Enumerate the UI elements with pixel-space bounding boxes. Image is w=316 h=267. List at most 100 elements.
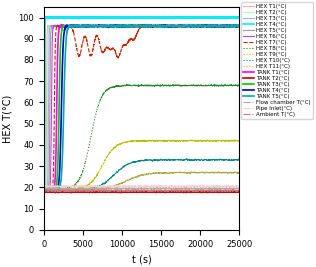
HEX T1(°C)	[196, 24, 200, 28]
Line: HEX T2(°C): HEX T2(°C)	[44, 25, 240, 191]
HEX T2(°C)	[232, 24, 236, 28]
HEX T1(°C)	[132, 25, 136, 28]
Flow chamber T(°C)	[94, 186, 98, 189]
HEX T1(°C)	[232, 24, 236, 28]
HEX T8(°C)	[52, 188, 56, 191]
HEX T10(°C)	[185, 157, 189, 160]
Flow chamber T(°C)	[52, 186, 56, 189]
TANK T3(°C)	[196, 24, 200, 28]
TANK T5(°C)	[196, 24, 200, 27]
Pipe Inlet(°C)	[232, 185, 236, 188]
TANK T1(°C)	[139, 23, 143, 26]
TANK T4(°C)	[232, 24, 236, 28]
TANK T2(°C)	[232, 190, 236, 193]
Line: Ambient T(°C): Ambient T(°C)	[44, 190, 240, 192]
HEX T9(°C)	[237, 138, 241, 141]
TANK T4(°C)	[238, 24, 241, 27]
Pipe Inlet(°C)	[137, 185, 141, 188]
HEX T3(°C)	[42, 188, 46, 191]
HEX T9(°C)	[196, 139, 200, 142]
TANK T3(°C)	[132, 24, 136, 28]
HEX T1(°C)	[52, 24, 56, 27]
HEX T10(°C)	[52, 188, 56, 191]
TANK T2(°C)	[119, 191, 123, 194]
HEX T5(°C)	[42, 188, 46, 191]
HEX T11(°C)	[42, 188, 46, 191]
HEX T2(°C)	[151, 23, 155, 26]
HEX T4(°C)	[137, 16, 141, 19]
HEX T1(°C)	[137, 24, 141, 27]
HEX T4(°C)	[42, 188, 46, 191]
TANK T1(°C)	[42, 188, 46, 191]
Flow chamber T(°C)	[114, 188, 118, 191]
HEX T5(°C)	[137, 24, 141, 28]
TANK T2(°C)	[137, 189, 141, 193]
TANK T5(°C)	[232, 24, 236, 27]
Ambient T(°C)	[238, 189, 241, 192]
HEX T2(°C)	[238, 25, 241, 28]
HEX T6(°C)	[187, 23, 191, 26]
HEX T3(°C)	[137, 25, 141, 28]
Line: HEX T5(°C): HEX T5(°C)	[44, 25, 240, 190]
HEX T10(°C)	[196, 158, 200, 161]
HEX T10(°C)	[46, 189, 50, 192]
HEX T6(°C)	[232, 24, 236, 27]
HEX T11(°C)	[137, 174, 141, 177]
TANK T1(°C)	[132, 25, 136, 28]
Flow chamber T(°C)	[137, 187, 141, 190]
HEX T8(°C)	[238, 84, 241, 87]
HEX T1(°C)	[42, 187, 46, 191]
TANK T2(°C)	[52, 190, 56, 193]
TANK T3(°C)	[238, 25, 241, 28]
HEX T2(°C)	[52, 25, 56, 28]
TANK T4(°C)	[42, 188, 46, 191]
HEX T7(°C)	[44, 189, 48, 192]
HEX T2(°C)	[137, 25, 141, 28]
Y-axis label: HEX T(°C): HEX T(°C)	[3, 94, 13, 143]
HEX T3(°C)	[238, 24, 241, 28]
Line: HEX T10(°C): HEX T10(°C)	[44, 159, 240, 190]
Pipe Inlet(°C)	[132, 185, 136, 189]
TANK T3(°C)	[52, 188, 56, 191]
Pipe Inlet(°C)	[196, 185, 200, 188]
Pipe Inlet(°C)	[232, 184, 236, 188]
HEX T8(°C)	[196, 84, 200, 87]
TANK T4(°C)	[232, 25, 236, 28]
Line: HEX T3(°C): HEX T3(°C)	[44, 25, 240, 190]
HEX T7(°C)	[232, 24, 236, 27]
HEX T5(°C)	[232, 25, 236, 28]
TANK T4(°C)	[52, 188, 56, 191]
TANK T5(°C)	[238, 25, 241, 28]
TANK T2(°C)	[196, 190, 200, 193]
HEX T4(°C)	[167, 15, 171, 18]
Line: HEX T11(°C): HEX T11(°C)	[44, 171, 240, 191]
HEX T5(°C)	[132, 25, 136, 28]
TANK T1(°C)	[137, 24, 141, 27]
HEX T2(°C)	[132, 24, 136, 27]
HEX T4(°C)	[52, 16, 56, 19]
HEX T8(°C)	[232, 84, 236, 87]
TANK T3(°C)	[42, 188, 46, 191]
Line: TANK T5(°C): TANK T5(°C)	[44, 25, 240, 190]
HEX T9(°C)	[232, 139, 236, 143]
HEX T9(°C)	[42, 189, 46, 192]
HEX T5(°C)	[232, 25, 236, 28]
TANK T1(°C)	[232, 25, 236, 28]
HEX T10(°C)	[132, 160, 136, 163]
HEX T6(°C)	[238, 24, 241, 28]
HEX T6(°C)	[44, 189, 48, 192]
TANK T2(°C)	[115, 189, 119, 192]
HEX T10(°C)	[137, 160, 141, 163]
TANK T5(°C)	[137, 24, 141, 28]
HEX T3(°C)	[232, 24, 236, 28]
HEX T9(°C)	[137, 140, 141, 143]
HEX T11(°C)	[196, 171, 200, 174]
HEX T6(°C)	[232, 25, 236, 28]
Pipe Inlet(°C)	[42, 185, 46, 188]
HEX T11(°C)	[232, 171, 236, 174]
HEX T6(°C)	[42, 188, 46, 191]
TANK T3(°C)	[137, 25, 141, 28]
HEX T10(°C)	[42, 188, 46, 191]
Ambient T(°C)	[52, 189, 56, 192]
TANK T4(°C)	[196, 24, 200, 28]
